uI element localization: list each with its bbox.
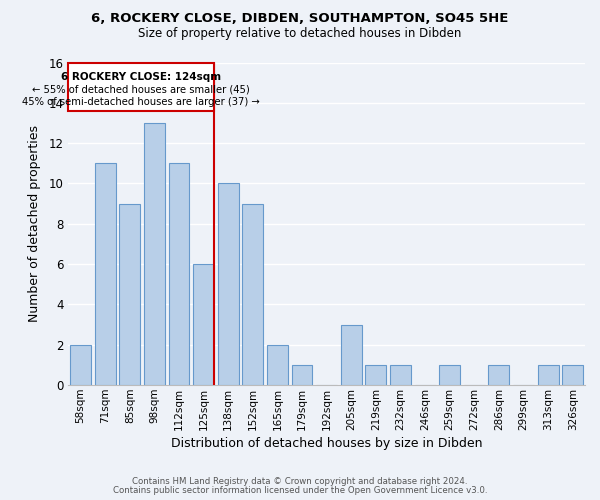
Bar	[267, 345, 288, 385]
Text: Contains HM Land Registry data © Crown copyright and database right 2024.: Contains HM Land Registry data © Crown c…	[132, 477, 468, 486]
Text: ← 55% of detached houses are smaller (45): ← 55% of detached houses are smaller (45…	[32, 84, 250, 94]
Bar	[242, 204, 263, 385]
Bar	[488, 365, 509, 385]
Bar	[538, 365, 559, 385]
Bar	[341, 324, 362, 385]
Bar	[169, 164, 190, 385]
Bar	[119, 204, 140, 385]
Bar	[390, 365, 411, 385]
Text: Size of property relative to detached houses in Dibden: Size of property relative to detached ho…	[139, 28, 461, 40]
Bar	[365, 365, 386, 385]
FancyBboxPatch shape	[68, 62, 214, 111]
Text: 6, ROCKERY CLOSE, DIBDEN, SOUTHAMPTON, SO45 5HE: 6, ROCKERY CLOSE, DIBDEN, SOUTHAMPTON, S…	[91, 12, 509, 26]
Text: 45% of semi-detached houses are larger (37) →: 45% of semi-detached houses are larger (…	[22, 97, 260, 107]
Bar	[70, 345, 91, 385]
Bar	[562, 365, 583, 385]
Text: Contains public sector information licensed under the Open Government Licence v3: Contains public sector information licen…	[113, 486, 487, 495]
Bar	[439, 365, 460, 385]
Bar	[95, 164, 116, 385]
Bar	[144, 123, 165, 385]
Bar	[218, 184, 239, 385]
Bar	[292, 365, 313, 385]
Text: 6 ROCKERY CLOSE: 124sqm: 6 ROCKERY CLOSE: 124sqm	[61, 72, 221, 82]
Bar	[193, 264, 214, 385]
X-axis label: Distribution of detached houses by size in Dibden: Distribution of detached houses by size …	[171, 437, 482, 450]
Y-axis label: Number of detached properties: Number of detached properties	[28, 126, 41, 322]
